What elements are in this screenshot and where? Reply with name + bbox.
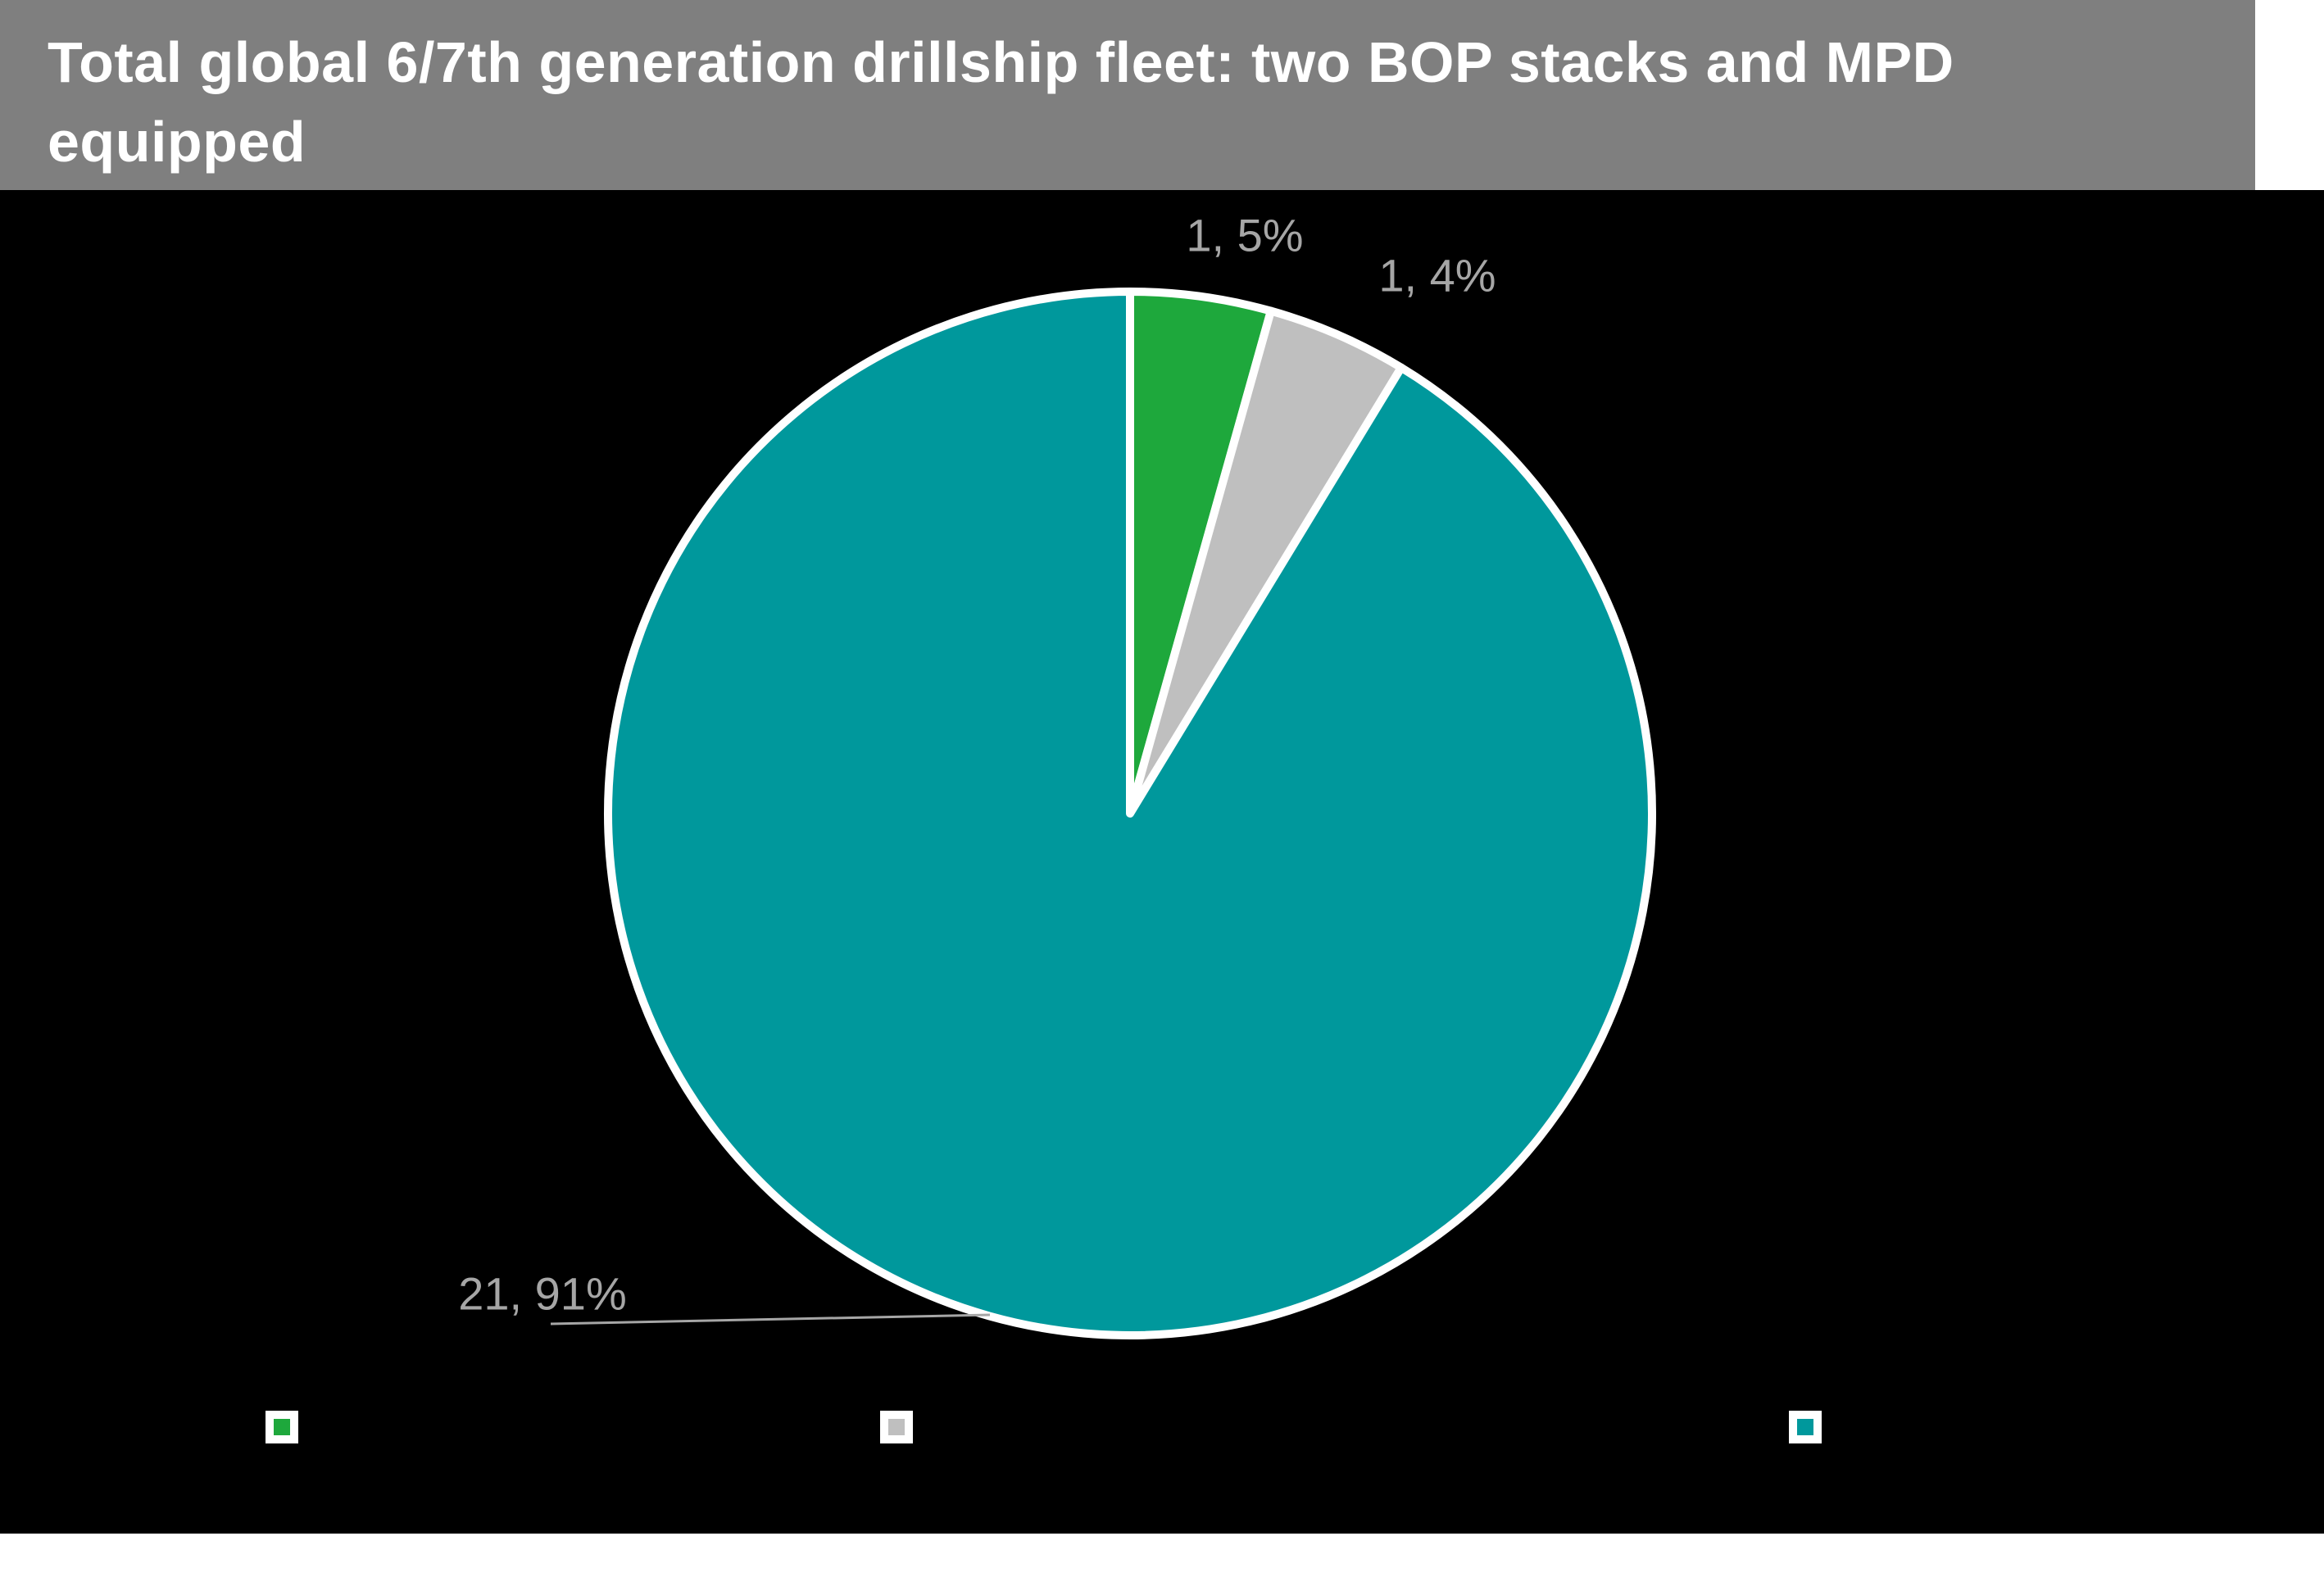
legend-item-teal xyxy=(1789,1411,1822,1443)
chart-title-bar: Total global 6/7th generation drillship … xyxy=(0,0,2255,190)
data-label-teal-slice: 21, 91% xyxy=(458,1267,627,1320)
legend-swatch-teal xyxy=(1797,1419,1813,1435)
legend-swatch-green xyxy=(274,1419,290,1435)
legend-swatch-border xyxy=(1789,1411,1822,1443)
pie-slice-2 xyxy=(604,288,1656,1339)
legend-swatch-border xyxy=(266,1411,298,1443)
leader-line xyxy=(550,1313,991,1325)
bottom-margin xyxy=(0,1534,2324,1577)
data-label-gray-slice: 1, 4% xyxy=(1378,249,1496,301)
top-right-margin xyxy=(2255,0,2324,190)
legend-swatch-gray xyxy=(888,1419,905,1435)
legend-swatch-border xyxy=(880,1411,913,1443)
legend-item-gray xyxy=(880,1411,913,1443)
legend xyxy=(0,1411,2324,1460)
chart-area: 1, 5% 1, 4% 21, 91% xyxy=(0,190,2324,1534)
chart-title: Total global 6/7th generation drillship … xyxy=(48,30,1954,174)
data-label-green-slice: 1, 5% xyxy=(1186,209,1304,261)
pie-chart xyxy=(550,288,1656,1339)
legend-item-green xyxy=(266,1411,298,1443)
